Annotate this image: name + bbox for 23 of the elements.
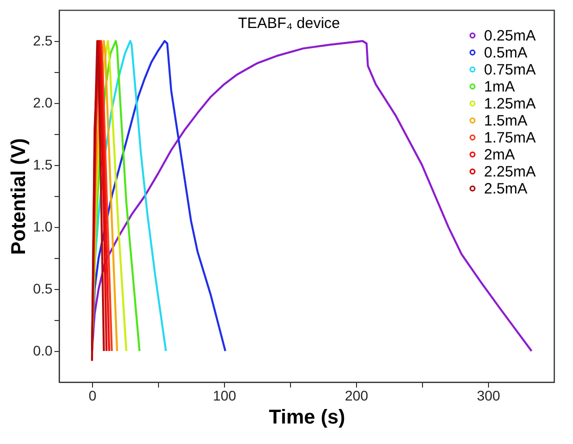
y-tick-label: 2.0: [33, 94, 53, 110]
x-tick-label: 200: [344, 388, 368, 404]
legend-label: 1mA: [484, 78, 515, 96]
y-tick-label: 1.0: [33, 218, 53, 234]
legend-label: 2.5mA: [484, 180, 528, 198]
legend-label: 1.5mA: [484, 112, 528, 130]
legend-label: 0.25mA: [484, 28, 536, 44]
legend-label: 2.25mA: [484, 164, 536, 180]
x-tick-label: 0: [88, 388, 97, 404]
legend-label: 1.25mA: [484, 96, 536, 112]
y-tick-label: 0.5: [33, 280, 53, 296]
x-axis-title: Time (s): [268, 406, 346, 428]
legend-label: 0.5mA: [484, 44, 528, 62]
x-tick-label: 300: [476, 388, 500, 404]
x-tick-label: 100: [212, 388, 236, 404]
y-tick-label: 1.5: [33, 156, 53, 172]
legend-label: 1.75mA: [484, 130, 536, 146]
annotation: TEABF₄ device: [238, 15, 340, 32]
y-tick-label: 0.0: [33, 342, 53, 358]
legend-label: 0.75mA: [484, 62, 536, 78]
legend-label: 2mA: [484, 146, 515, 164]
y-tick-label: 2.5: [33, 32, 53, 48]
y-axis-title: Potential (V): [8, 138, 30, 255]
